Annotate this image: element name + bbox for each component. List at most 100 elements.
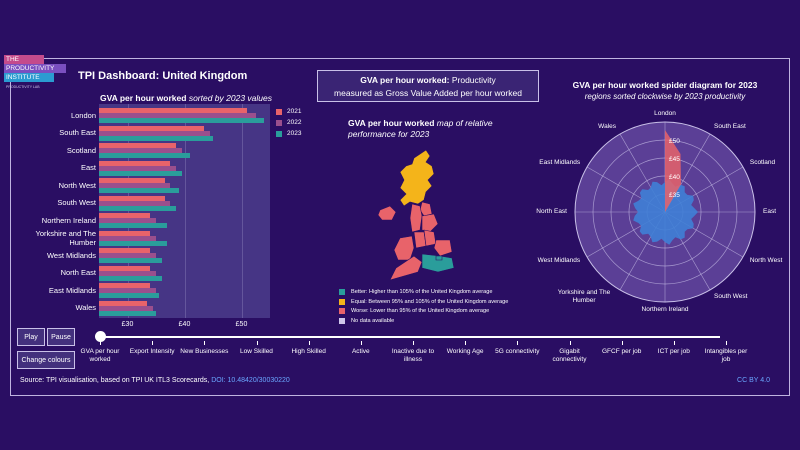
map-legend-swatch — [339, 308, 345, 314]
map-legend-item: No data available — [339, 317, 395, 324]
bar-2022[interactable] — [99, 235, 156, 241]
logo-line-1: THE — [4, 55, 44, 64]
map-region-scotland[interactable] — [399, 149, 435, 207]
bar-2021[interactable] — [99, 283, 151, 288]
category-label: London — [70, 110, 96, 120]
bar-2021[interactable] — [99, 160, 171, 166]
bar-2022[interactable] — [99, 288, 156, 293]
change-colours-button[interactable]: Change colours — [17, 351, 75, 369]
bar-2023[interactable] — [99, 223, 168, 228]
spider-axis-label: North East — [536, 208, 567, 215]
map-title: GVA per hour worked map of relative perf… — [348, 118, 493, 140]
logo-line-2: PRODUCTIVITY — [4, 64, 66, 73]
bar-2022[interactable] — [99, 305, 154, 311]
bar-2023[interactable] — [99, 275, 162, 281]
slider-step-label[interactable]: GFCF per job — [601, 348, 642, 355]
map-legend-swatch — [339, 298, 345, 305]
spider-title: GVA per hour worked spider diagram for 2… — [572, 80, 758, 90]
map-region-wales[interactable] — [393, 235, 415, 261]
pause-button[interactable]: Pause — [47, 328, 75, 346]
bar-2021[interactable] — [99, 248, 151, 253]
slider-step-label[interactable]: Gigabit connectivity — [552, 348, 587, 363]
bar-2023[interactable] — [99, 153, 191, 158]
map-region-north-west[interactable] — [409, 203, 423, 233]
map-region-yorkshire[interactable] — [421, 213, 439, 233]
bar-2023[interactable] — [99, 118, 265, 123]
bar-2021[interactable] — [99, 195, 165, 201]
gva-box-text-2: measured as Gross Value Added per hour w… — [334, 88, 522, 98]
gva-definition-box: GVA per hour worked: Productivity measur… — [317, 70, 539, 102]
slider-tick — [100, 341, 101, 345]
license-link[interactable]: CC BY 4.0 — [737, 377, 770, 384]
category-label: Wales — [75, 303, 96, 312]
slider-tick — [517, 341, 519, 345]
bar-2021[interactable] — [99, 108, 248, 113]
map-region-south-west[interactable] — [389, 255, 423, 281]
bar-2022[interactable] — [99, 270, 156, 276]
map-region-northern-ireland[interactable] — [377, 205, 397, 221]
source-text: Source: TPI visualisation, based on TPI … — [20, 377, 210, 384]
bar-2021[interactable] — [99, 125, 205, 131]
slider-tick — [413, 341, 414, 345]
bar-2022[interactable] — [99, 165, 176, 171]
bar-2022[interactable] — [99, 200, 171, 206]
indicator-slider-track[interactable] — [100, 336, 720, 338]
map-region-london[interactable] — [435, 255, 443, 261]
bar-chart-title-italic: sorted by 2023 values — [188, 93, 272, 103]
slider-step-label[interactable]: Active — [351, 348, 370, 355]
slider-step-label[interactable]: GVA per hour worked — [80, 348, 120, 363]
slider-step-label[interactable]: Export Intensity — [129, 348, 175, 355]
indicator-slider-handle[interactable] — [95, 331, 106, 342]
bar-2023[interactable] — [99, 170, 182, 176]
bar-2022[interactable] — [99, 113, 256, 118]
map-legend-label: No data available — [351, 317, 395, 324]
bar-2021[interactable] — [99, 300, 148, 306]
map-region-west-midlands[interactable] — [413, 231, 427, 249]
bar-2021[interactable] — [99, 143, 176, 148]
spider-diagram: £50 £45 £40 £35 — [574, 121, 756, 303]
bar-2023[interactable] — [99, 310, 156, 316]
bar-2023[interactable] — [99, 258, 162, 263]
bar-2022[interactable] — [99, 253, 156, 258]
spider-ring-label: £40 — [669, 174, 680, 181]
slider-tick — [152, 341, 154, 345]
slider-step-label[interactable]: ICT per job — [657, 348, 690, 355]
bar-2023[interactable] — [99, 135, 213, 141]
slider-step-label[interactable]: Inactive due to illness — [391, 348, 435, 363]
slider-tick — [308, 341, 310, 345]
bar-2022[interactable] — [99, 218, 156, 223]
spider-axis-label: North West — [749, 257, 783, 264]
bar-2021[interactable] — [99, 178, 165, 183]
bar-2021[interactable] — [99, 213, 151, 218]
bar-2022[interactable] — [99, 148, 182, 153]
bar-gridline — [127, 104, 129, 318]
slider-step-label[interactable]: High Skilled — [291, 348, 326, 355]
bar-2023[interactable] — [99, 240, 168, 246]
bar-2023[interactable] — [99, 188, 179, 193]
slider-step-label[interactable]: Working Age — [446, 348, 484, 355]
spider-ring-label: £45 — [669, 156, 680, 163]
bar-2021[interactable] — [99, 230, 151, 236]
bar-2022[interactable] — [99, 130, 211, 136]
slider-step-label[interactable]: Intangibles per job — [704, 348, 748, 363]
doi-link[interactable]: DOI: 10.48420/30030220 — [211, 377, 290, 384]
bar-2021[interactable] — [99, 265, 151, 271]
slider-step-label[interactable]: 5G connectivity — [495, 348, 540, 355]
x-tick-label: £30 — [121, 321, 134, 328]
bar-2023[interactable] — [99, 293, 159, 298]
slider-step-label[interactable]: New Businesses — [180, 348, 229, 355]
bar-2022[interactable] — [99, 183, 171, 188]
gva-box-text-1: Productivity — [449, 75, 496, 85]
category-label: East Midlands — [48, 285, 96, 295]
legend-swatch — [276, 130, 282, 137]
map-region-east-midlands[interactable] — [423, 229, 437, 247]
map-legend-item: Better: Higher than 105% of the United K… — [339, 289, 493, 295]
slider-tick — [465, 341, 467, 345]
category-label: Scotland — [66, 145, 96, 155]
slider-step-label[interactable]: Low Skilled — [240, 348, 273, 355]
map-legend-label: Worse: Lower than 95% of the United King… — [351, 308, 490, 314]
play-button[interactable]: Play — [17, 328, 45, 346]
map-region-east[interactable] — [433, 239, 453, 257]
logo-line-3: INSTITUTE — [4, 73, 54, 82]
bar-2023[interactable] — [99, 205, 176, 211]
